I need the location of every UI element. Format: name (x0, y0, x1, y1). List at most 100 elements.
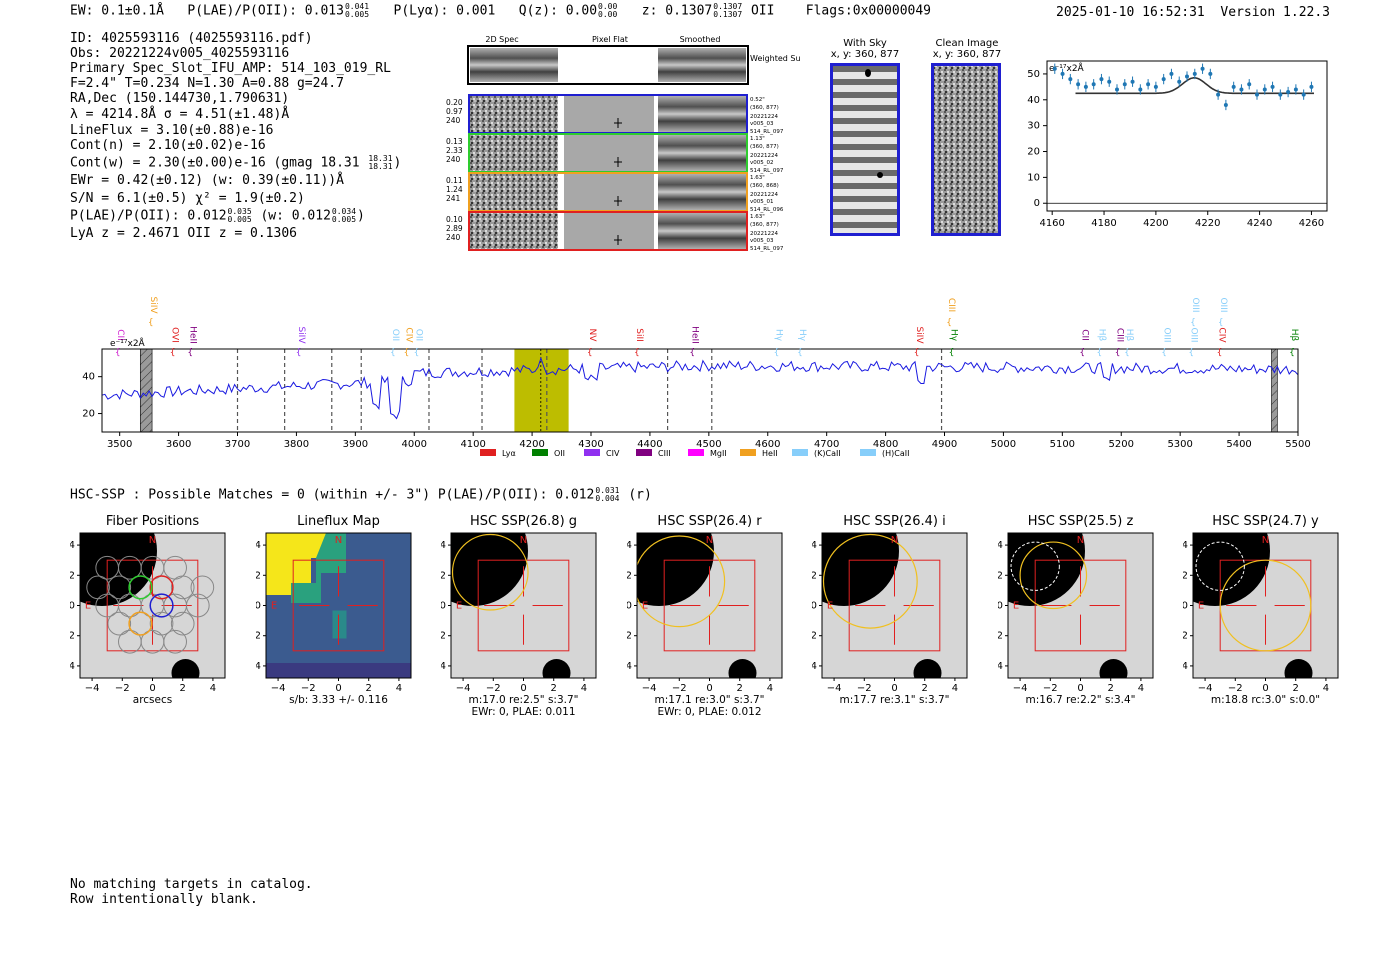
zoom-data-point (1231, 84, 1236, 89)
catalog-ellipse (1219, 559, 1312, 652)
hsc-ytick-label: 4 (1183, 540, 1188, 551)
zoom-data-point (1247, 82, 1252, 87)
spec-line-label: OII (390, 329, 400, 341)
north-label: N (520, 535, 527, 546)
hsc-xtick-label: −2 (115, 683, 130, 694)
cutout-panel: 2D Spec Pixel Flat Smoothed Weighted Sum… (446, 35, 800, 252)
cutout-row-right-r2: (360, 868) (750, 183, 779, 189)
zoom-xtick-label: 4260 (1299, 218, 1324, 229)
zoom-data-point (1107, 79, 1112, 84)
spec-xtick-label: 4300 (578, 439, 603, 450)
hsc-ytick-label: −2 (812, 631, 817, 642)
spec-line-brace: { (1190, 318, 1196, 328)
info-fit: F=2.4" T=0.234 N=1.30 A=0.88 g=24.7 (70, 76, 344, 91)
cutout-row-left-l2: 0.97 (446, 107, 463, 116)
hsc-xtick-label: 0 (891, 683, 897, 694)
hsc-ytick-label: −4 (627, 661, 632, 672)
zoom-data-point (1216, 92, 1221, 97)
hsc-xtick-label: 2 (922, 683, 928, 694)
spec-line-label: Hγ (774, 329, 784, 342)
hsc-ytick-label: 4 (998, 540, 1003, 551)
header-timestamp: 2025-01-10 16:52:31 (1056, 5, 1205, 20)
cutout-row-right-r5: 514_RL_097 (750, 168, 784, 174)
cutout-row-right-r3: 20221224 (750, 231, 778, 237)
zoom-data-point (1153, 84, 1158, 89)
hsc-ytick-label: 2 (998, 570, 1003, 581)
zoom-data-point (1161, 77, 1166, 82)
spec-line-brace: { (414, 348, 420, 358)
spec-line-brace: { (1218, 318, 1224, 328)
cutout-row-left-l3: 240 (446, 116, 461, 125)
hsc-ytick-label: 0 (441, 601, 446, 612)
spec-line-brace: { (296, 348, 302, 358)
cutout-row-left-l1: 0.10 (446, 215, 463, 224)
cutout-row-2d (470, 135, 558, 171)
hsc-ytick-label: 0 (1183, 601, 1188, 612)
zoom-data-point (1099, 77, 1104, 82)
hsc-panel-title: HSC SSP(24.7) y (1212, 514, 1319, 529)
hsc-xtick-label: 4 (952, 683, 958, 694)
spec-line-brace: { (1161, 348, 1167, 358)
cutout-row-right-r3: 20221224 (750, 192, 778, 198)
cutout-row-right-r2: (360, 877) (750, 222, 779, 228)
north-label: N (1262, 535, 1269, 546)
zoom-data-point (1223, 102, 1228, 107)
spec-line-brace: { (634, 348, 640, 358)
spec-xtick-label: 3600 (166, 439, 191, 450)
spec-line-label: CIII (1115, 328, 1125, 342)
neighbor-ellipse (1010, 541, 1060, 591)
hsc-xtick-label: 2 (551, 683, 557, 694)
hsc-caption-1: m:18.8 rc:3.0" s:0.0" (1211, 694, 1320, 706)
header-plae-frac: 0.041 0.005 (344, 2, 370, 19)
spec-line-brace: { (587, 348, 593, 358)
zoom-data-point (1278, 92, 1283, 97)
east-label: E (1198, 601, 1204, 612)
info-plae2: P(LAE)/P(OII): 0.012 (70, 208, 227, 224)
hsc-xtick-label: 0 (1262, 683, 1268, 694)
spec-line-label: Hβ (1096, 329, 1106, 342)
spec-ytick-label: 40 (82, 372, 95, 383)
hsc-summary-row: HSC-SSP : Possible Matches = 0 (within +… (70, 487, 652, 503)
spec-xtick-label: 5200 (1109, 439, 1134, 450)
hsc-summary-frac: 0.031 0.004 (595, 486, 620, 503)
hsc-ytick-label: −2 (441, 631, 446, 642)
spec-plot-frame (101, 348, 1299, 433)
zoom-ytick-label: 0 (1034, 198, 1040, 209)
spec-legend-swatch (532, 449, 548, 456)
spec-legend-label: CIV (606, 449, 620, 458)
selected-fiber (128, 575, 153, 600)
zoom-ytick-label: 50 (1027, 69, 1040, 80)
header-plae: P(LAE)/P(OII): 0.013 (187, 3, 344, 19)
hsc-ytick-label: 4 (441, 540, 446, 551)
spec-ytick-label: 20 (82, 409, 95, 420)
cutout-row-right-r1: 1.63" (750, 214, 765, 220)
spec-line-brace: { (1217, 348, 1223, 358)
hsc-panel-title: Lineflux Map (297, 514, 380, 529)
info-plae2-w-frac: 0.034 0.005 (331, 207, 357, 224)
cutout-row-right-r4: v005_02 (750, 160, 774, 166)
spec-line-brace: { (390, 348, 396, 358)
north-label: N (334, 535, 341, 546)
spec-xtick-label: 5100 (1050, 439, 1075, 450)
spec-line-label: Hγ (797, 329, 807, 342)
zoom-data-point (1130, 79, 1135, 84)
cutout-row-right-r1: 0.52" (750, 97, 765, 103)
catalog-ellipse (822, 533, 918, 629)
north-label: N (891, 535, 898, 546)
info-ewr: EWr = 0.42(±0.12) (w: 0.39(±0.11))Å (70, 173, 344, 188)
zoom-data-point (1255, 92, 1259, 97)
zoom-data-point (1270, 84, 1275, 89)
hsc-ytick-label: −2 (256, 631, 261, 642)
info-contn: Cont(n) = 2.10(±0.02)e-16 (70, 138, 266, 153)
hsc-ytick-label: −2 (998, 631, 1003, 642)
hsc-ytick-label: −2 (1183, 631, 1188, 642)
zoom-data-point (1177, 79, 1182, 84)
spec-legend-label: CIII (658, 449, 671, 458)
clean-caption: Clean Image x, y: 360, 877 (925, 38, 1009, 60)
search-box (1034, 559, 1126, 652)
spec-line-brace: { (689, 348, 695, 358)
cutout-row-flat (564, 174, 654, 210)
zoom-ytick-label: 40 (1027, 95, 1040, 106)
